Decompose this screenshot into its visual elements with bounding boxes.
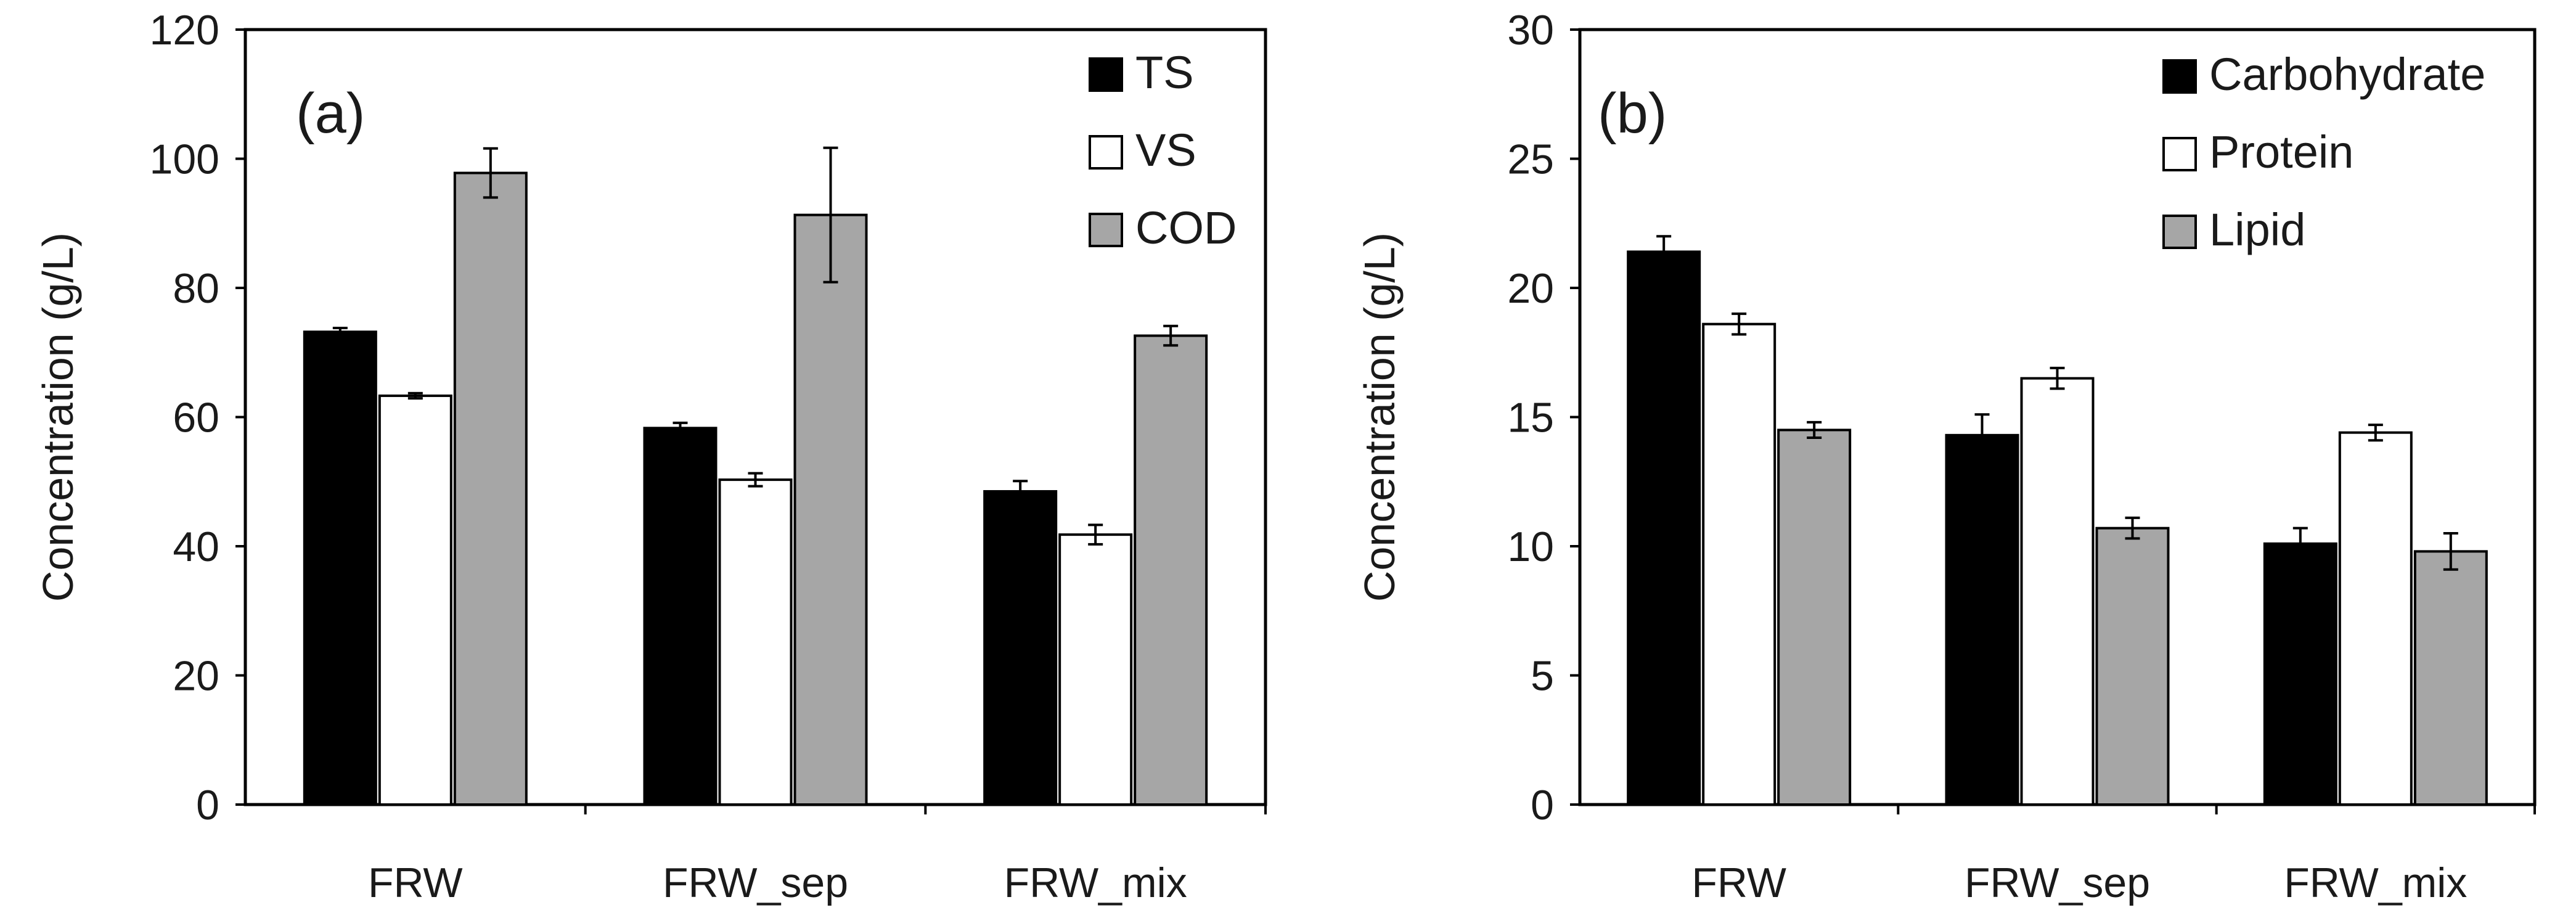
bar-vs-frw xyxy=(378,394,452,806)
y-tick-label: 40 xyxy=(173,523,219,570)
y-tick-label: 10 xyxy=(1507,523,1554,570)
y-tick-label: 20 xyxy=(1507,265,1554,312)
legend-swatch xyxy=(2162,59,2197,94)
y-tick-label: 60 xyxy=(173,395,219,441)
panel-a: 0 20 40 60 80 100 120 Concentration (g/L) (a) FRW… xyxy=(34,7,1267,906)
y-axis-title: Concentration (g/L) xyxy=(34,232,82,602)
panel-label: (a) xyxy=(296,82,365,145)
x-category-label: FRW_mix xyxy=(2284,859,2467,906)
bar-protein-frw-mix xyxy=(2338,431,2413,806)
bar-ts-frw xyxy=(303,330,377,806)
legend-label: Protein xyxy=(2209,126,2353,178)
x-category-label: FRW xyxy=(1691,859,1786,906)
legend-label: Lipid xyxy=(2209,204,2305,255)
legend-label: COD xyxy=(1135,202,1237,253)
legend-swatch xyxy=(1089,57,1123,92)
y-tick-label: 15 xyxy=(1507,395,1554,441)
x-category-label: FRW_sep xyxy=(663,859,848,906)
y-tick-label: 80 xyxy=(173,265,219,312)
bar-lipid-frw-sep xyxy=(2095,527,2170,806)
x-category-label: FRW_sep xyxy=(1965,859,2150,906)
x-category-label: FRW xyxy=(368,859,463,906)
bar-protein-frw xyxy=(1702,322,1777,806)
y-tick-label: 0 xyxy=(196,782,219,829)
y-tick-label: 20 xyxy=(173,653,219,700)
legend-swatch xyxy=(2162,137,2197,171)
bar-lipid-frw-mix xyxy=(2413,550,2488,806)
legend-swatch xyxy=(1089,135,1123,170)
y-axis-title: Concentration (g/L) xyxy=(1355,232,1404,602)
bar-ts-frw-mix xyxy=(983,490,1058,806)
legend-swatch xyxy=(1089,213,1123,247)
legend-label: Carbohydrate xyxy=(2209,49,2485,100)
panel-label: (b) xyxy=(1598,82,1667,145)
bar-cod-frw-mix xyxy=(1134,334,1208,806)
y-tick-label: 25 xyxy=(1507,136,1554,183)
y-tick-label: 120 xyxy=(150,7,219,54)
bar-carbohydrate-frw-sep xyxy=(1945,433,2019,806)
bar-vs-frw-sep xyxy=(718,478,793,806)
bar-ts-frw-sep xyxy=(643,427,718,806)
bar-lipid-frw xyxy=(1777,428,1852,806)
legend-swatch xyxy=(2162,215,2197,249)
bar-protein-frw-sep xyxy=(2020,377,2095,806)
bar-vs-frw-mix xyxy=(1058,533,1133,806)
y-tick-label: 0 xyxy=(1531,782,1554,829)
y-tick-label: 5 xyxy=(1531,653,1554,700)
bar-carbohydrate-frw-mix xyxy=(2263,542,2337,806)
panel-b: 0 5 10 15 20 25 30 Concentration (g/L) (b) FRW FRW… xyxy=(1355,7,2537,906)
x-category-label: FRW_mix xyxy=(1004,859,1187,906)
bar-cod-frw xyxy=(453,171,528,806)
y-tick-label: 30 xyxy=(1507,7,1554,54)
legend-label: VS xyxy=(1135,125,1196,176)
y-tick-label: 100 xyxy=(150,136,219,183)
bar-carbohydrate-frw xyxy=(1627,250,1701,806)
bar-cod-frw-sep xyxy=(793,213,868,806)
legend-label: TS xyxy=(1135,47,1194,98)
